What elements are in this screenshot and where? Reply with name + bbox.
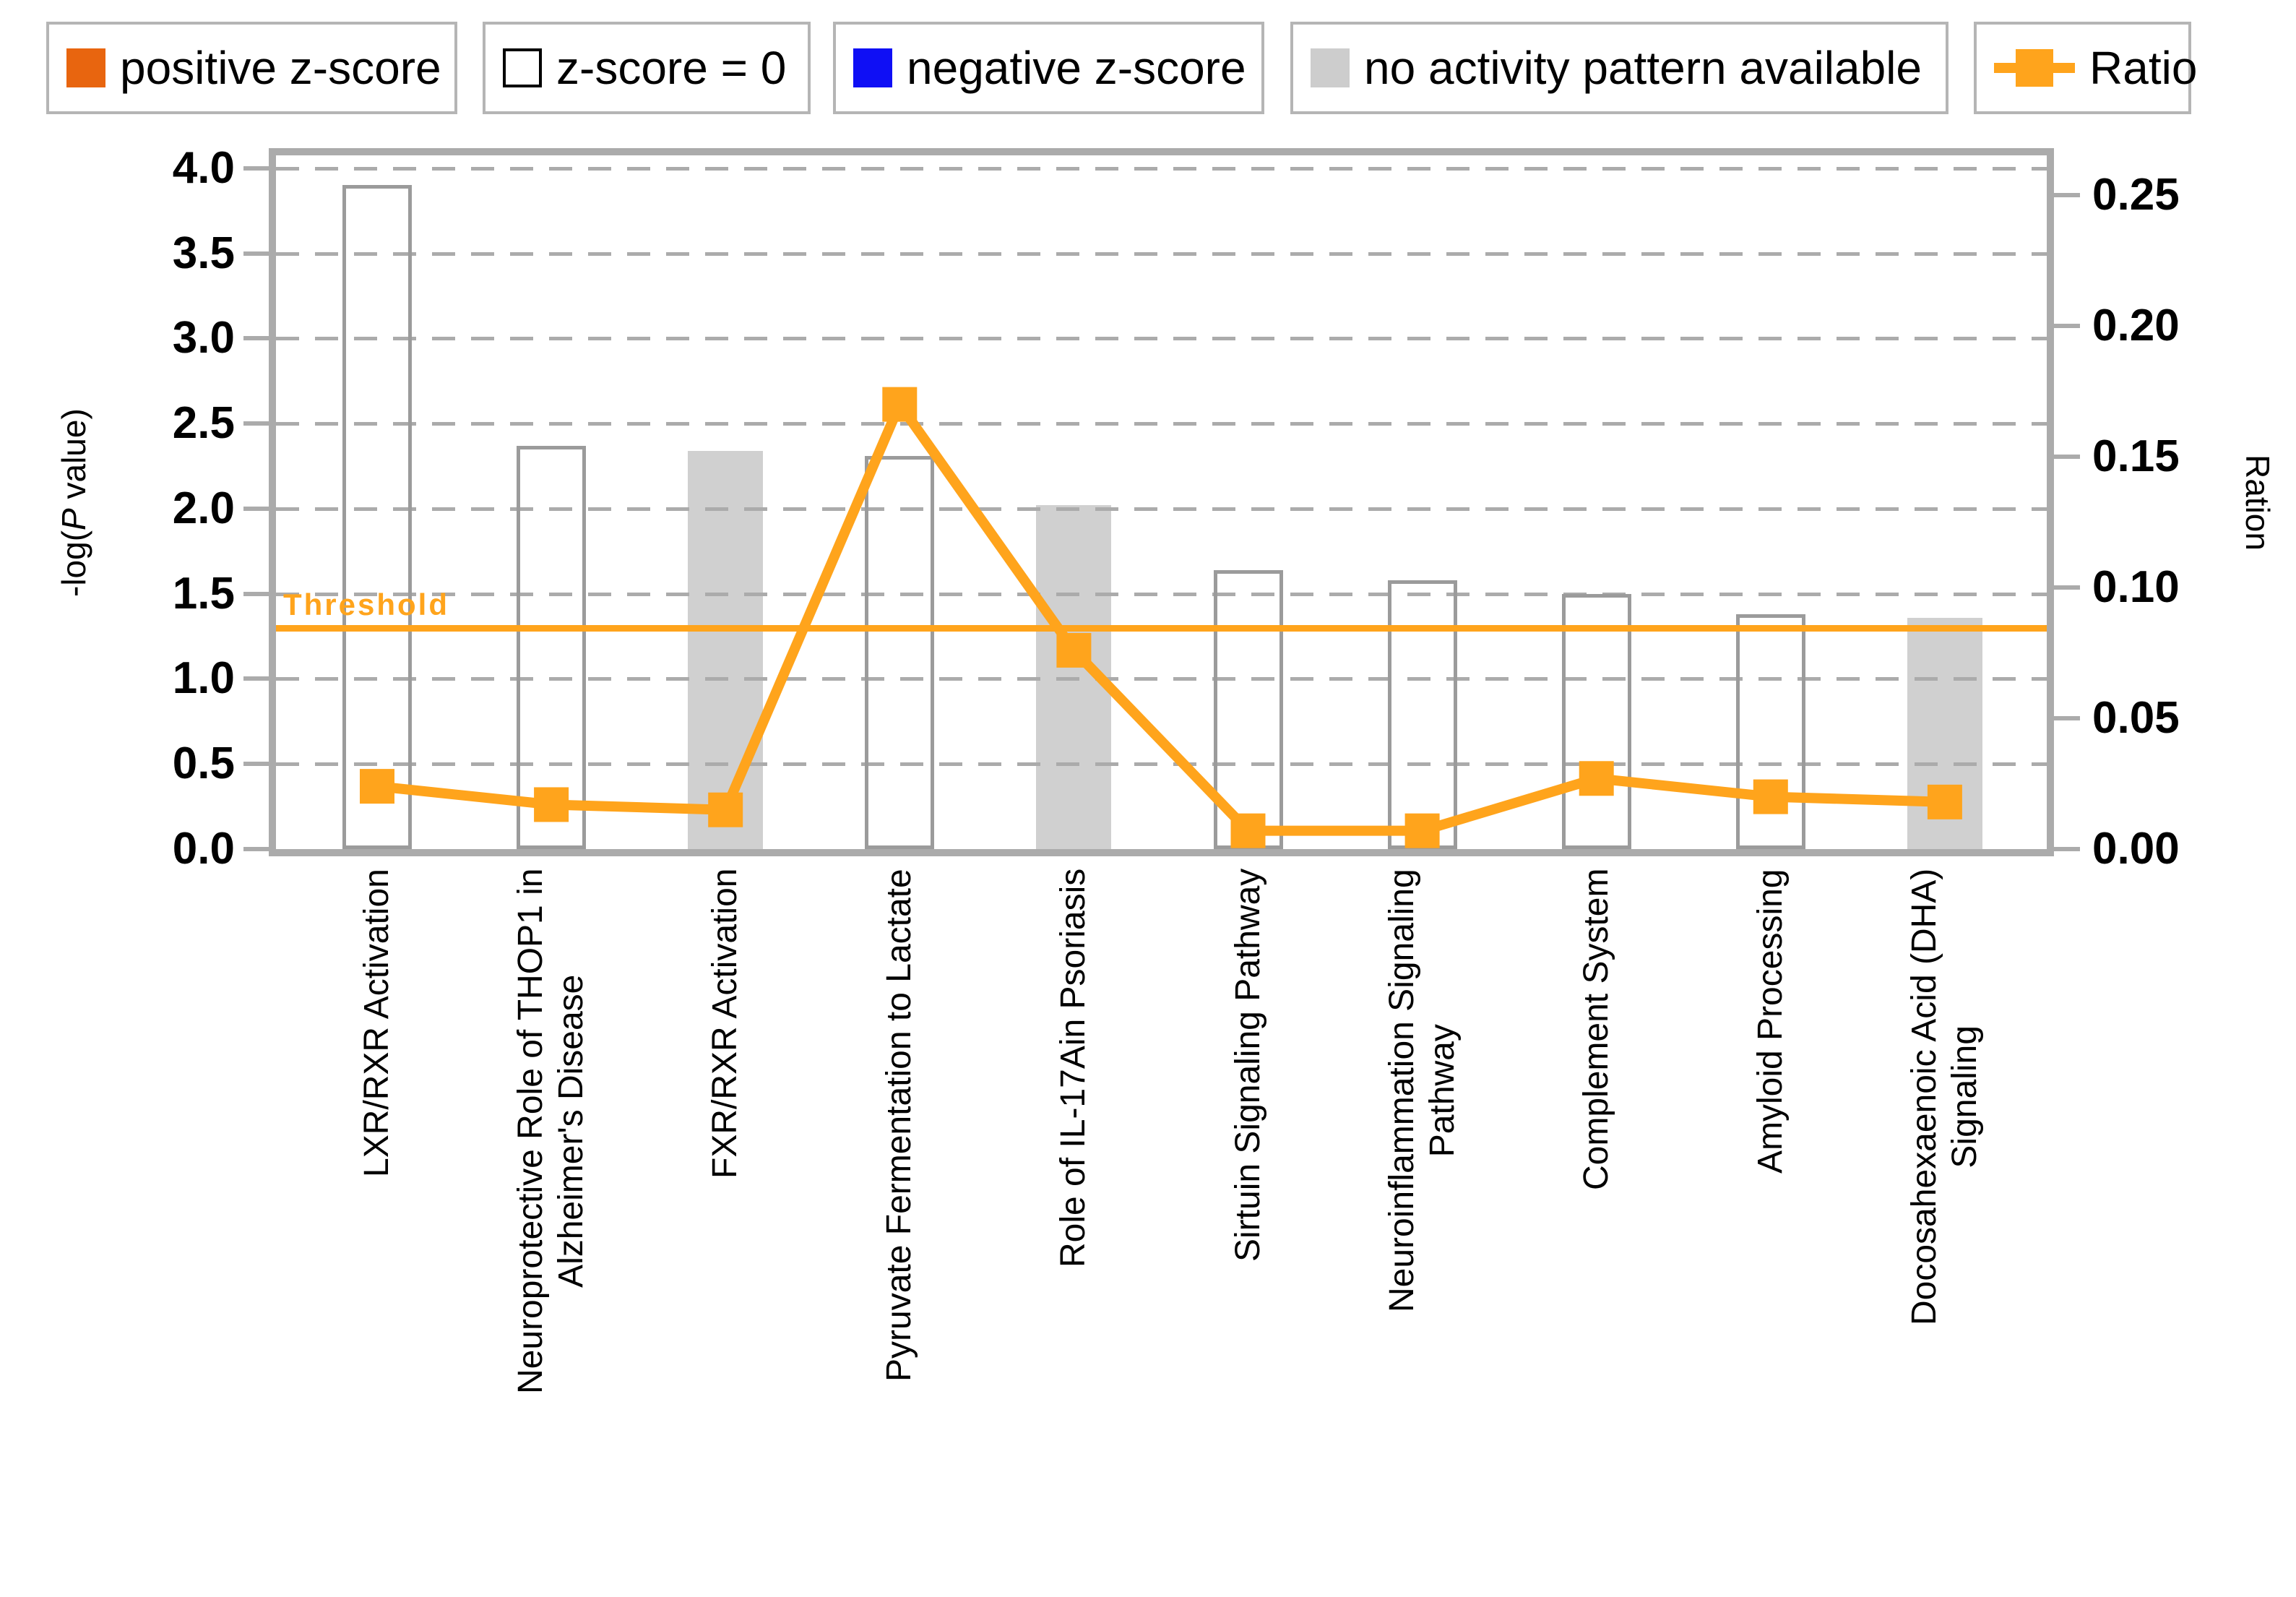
left-tick-label-0.0: 0.0 <box>172 824 235 874</box>
legend-item-ratio: Ratio <box>1974 22 2197 114</box>
legend-label: Ratio <box>2089 42 2198 94</box>
ratio-marker-2 <box>708 792 743 827</box>
left-axis-title-prefix: -log( <box>55 530 92 597</box>
ratio-marker-3 <box>882 387 918 422</box>
ratio-marker-1 <box>534 787 569 822</box>
zscore-zero-swatch <box>503 48 542 87</box>
left-axis-title-suffix: value) <box>55 408 92 508</box>
left-tick-1.5 <box>243 591 269 596</box>
right-tick-0.15 <box>2054 455 2080 459</box>
left-tick-3.0 <box>243 336 269 341</box>
x-label-0: LXR/RXR Activation <box>358 869 396 1177</box>
legend-label: no activity pattern available <box>1364 42 1922 94</box>
left-tick-0.5 <box>243 762 269 767</box>
gridline-3 <box>276 337 2047 341</box>
right-tick-label-0.20: 0.20 <box>2092 301 2180 351</box>
gridline-0.5 <box>276 762 2047 767</box>
axis-frame <box>269 148 2054 856</box>
left-tick-2.0 <box>243 506 269 511</box>
gridline-1 <box>276 677 2047 681</box>
left-tick-label-2.5: 2.5 <box>172 398 235 449</box>
left-tick-4.0 <box>243 165 269 171</box>
left-tick-label-2.0: 2.0 <box>172 483 235 533</box>
negative-zscore-swatch <box>853 48 892 87</box>
ratio-marker-0 <box>360 769 394 804</box>
left-tick-label-3.5: 3.5 <box>172 228 235 278</box>
ratio-marker-6 <box>1404 813 1440 848</box>
left-tick-label-4.0: 4.0 <box>172 142 235 193</box>
left-tick-label-1.0: 1.0 <box>172 653 235 704</box>
right-tick-0.20 <box>2054 324 2080 329</box>
right-tick-0.25 <box>2054 193 2080 198</box>
left-tick-3.5 <box>243 251 269 256</box>
ratio-marker-9 <box>1927 784 1962 819</box>
left-tick-label-1.5: 1.5 <box>172 568 235 619</box>
left-tick-0.0 <box>243 847 269 851</box>
gridline-4 <box>276 166 2047 171</box>
gridline-2.5 <box>276 422 2047 426</box>
x-label-9: Docosahexaenoic Acid (DHA) Signaling <box>1904 868 1984 1325</box>
right-tick-label-0.15: 0.15 <box>2092 431 2180 481</box>
x-label-7: Complement System <box>1576 868 1615 1190</box>
bar-no-activity-2 <box>688 450 764 849</box>
legend-item-no-activity-pattern-available: no activity pattern available <box>1290 22 1948 114</box>
left-tick-label-0.5: 0.5 <box>172 739 235 789</box>
threshold-label: Threshold <box>283 587 450 621</box>
ratio-marker-glyph <box>2016 49 2053 87</box>
left-tick-2.5 <box>243 421 269 426</box>
bar-zscore0-7 <box>1561 593 1631 849</box>
x-label-4: Role of IL-17Ain Psoriasis <box>1054 868 1093 1267</box>
right-tick-label-0.25: 0.25 <box>2092 170 2180 220</box>
bar-zscore0-0 <box>342 185 412 849</box>
threshold-line <box>276 624 2047 632</box>
right-tick-0.00 <box>2054 847 2080 851</box>
legend-label: positive z-score <box>120 42 441 94</box>
right-tick-label-0.05: 0.05 <box>2092 693 2180 743</box>
bar-zscore0-3 <box>865 455 935 849</box>
gridline-1.5 <box>276 592 2047 596</box>
left-axis-title-italic-p: P <box>55 507 92 530</box>
left-tick-label-3.0: 3.0 <box>172 313 235 363</box>
gridline-2 <box>276 507 2047 511</box>
right-tick-label-0.00: 0.00 <box>2092 824 2180 874</box>
ratio-marker-7 <box>1579 761 1614 796</box>
x-label-2: FXR/RXR Activation <box>706 868 745 1179</box>
ratio-line-swatch <box>1994 48 2075 88</box>
ratio-marker-5 <box>1230 813 1266 848</box>
x-label-8: Amyloid Processing <box>1751 869 1790 1174</box>
right-tick-0.10 <box>2054 585 2080 590</box>
ratio-marker-4 <box>1056 632 1092 668</box>
x-label-3: Pyruvate Fermentation to Lactate <box>880 869 919 1382</box>
gridline-3.5 <box>276 251 2047 256</box>
legend-item-negative-z-score: negative z-score <box>833 22 1264 114</box>
no-activity-swatch <box>1311 48 1350 87</box>
ratio-polyline <box>376 394 1946 836</box>
right-tick-0.05 <box>2054 716 2080 720</box>
x-label-5: Sirtuin Signaling Pathway <box>1228 868 1267 1262</box>
positive-zscore-swatch <box>66 48 105 87</box>
x-label-1: Neuroprotective Role of THOP1 in Alzheime… <box>512 868 591 1394</box>
x-label-6: Neuroinflammation Signaling Pathway <box>1382 869 1462 1312</box>
legend-label: z-score = 0 <box>556 42 787 94</box>
legend-item-z-score-0: z-score = 0 <box>483 22 811 114</box>
right-axis-title: Ration <box>2239 454 2276 551</box>
ratio-marker-8 <box>1753 779 1788 814</box>
legend-label: negative z-score <box>907 42 1246 94</box>
bar-zscore0-1 <box>517 445 587 849</box>
ratio-line-series <box>360 387 1962 848</box>
left-axis-title: -log(P value) <box>55 408 92 597</box>
bar-zscore0-8 <box>1735 614 1805 849</box>
left-tick-1.0 <box>243 676 269 681</box>
right-tick-label-0.10: 0.10 <box>2092 562 2180 612</box>
legend-item-positive-z-score: positive z-score <box>46 22 457 114</box>
